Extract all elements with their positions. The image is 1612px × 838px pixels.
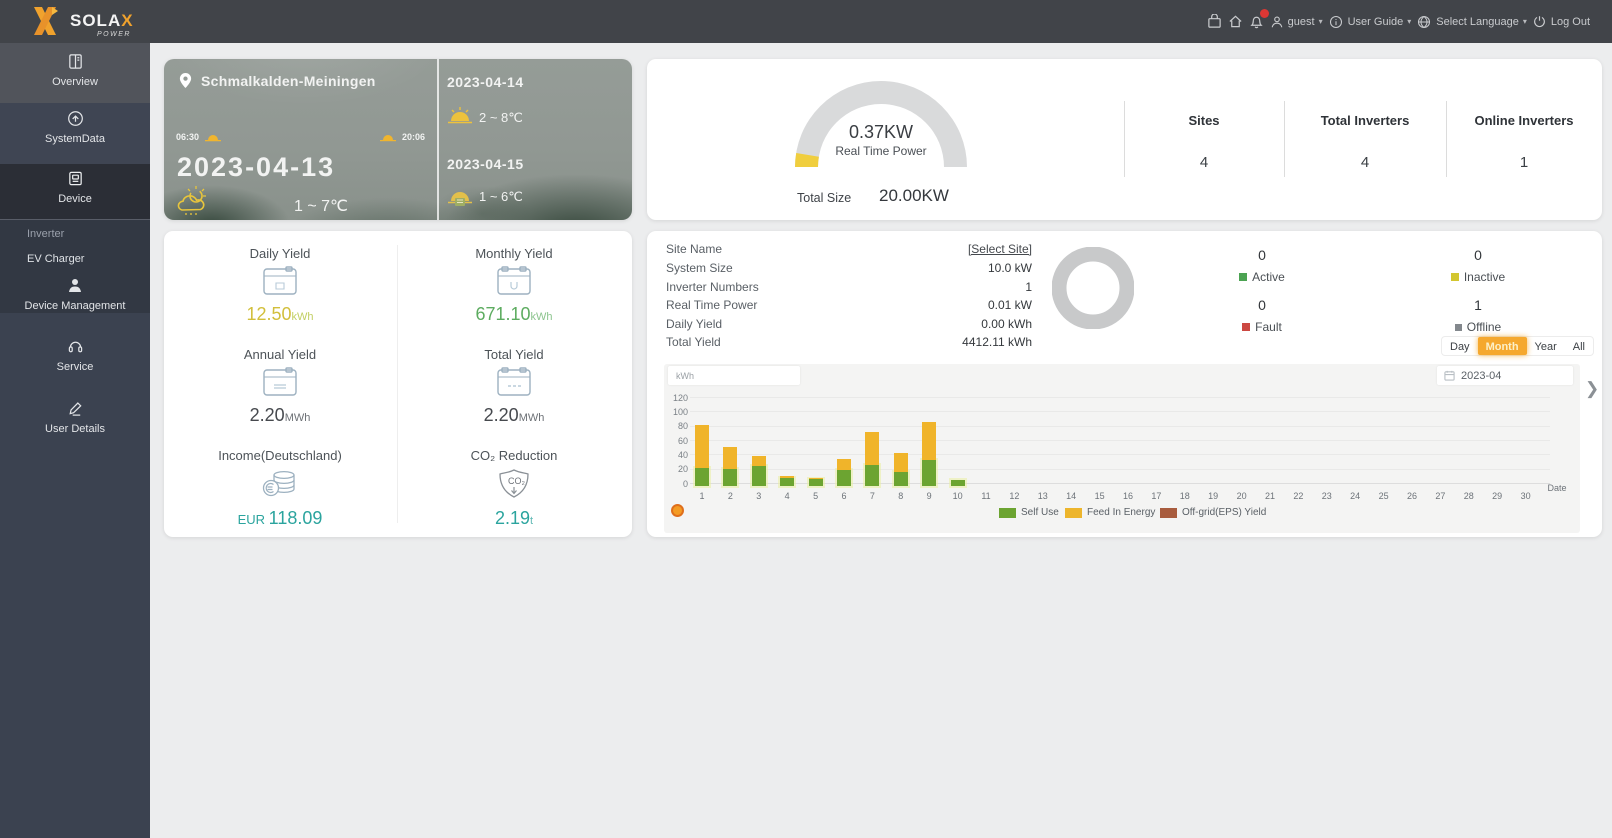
svg-text:CO₂: CO₂ (508, 476, 526, 486)
